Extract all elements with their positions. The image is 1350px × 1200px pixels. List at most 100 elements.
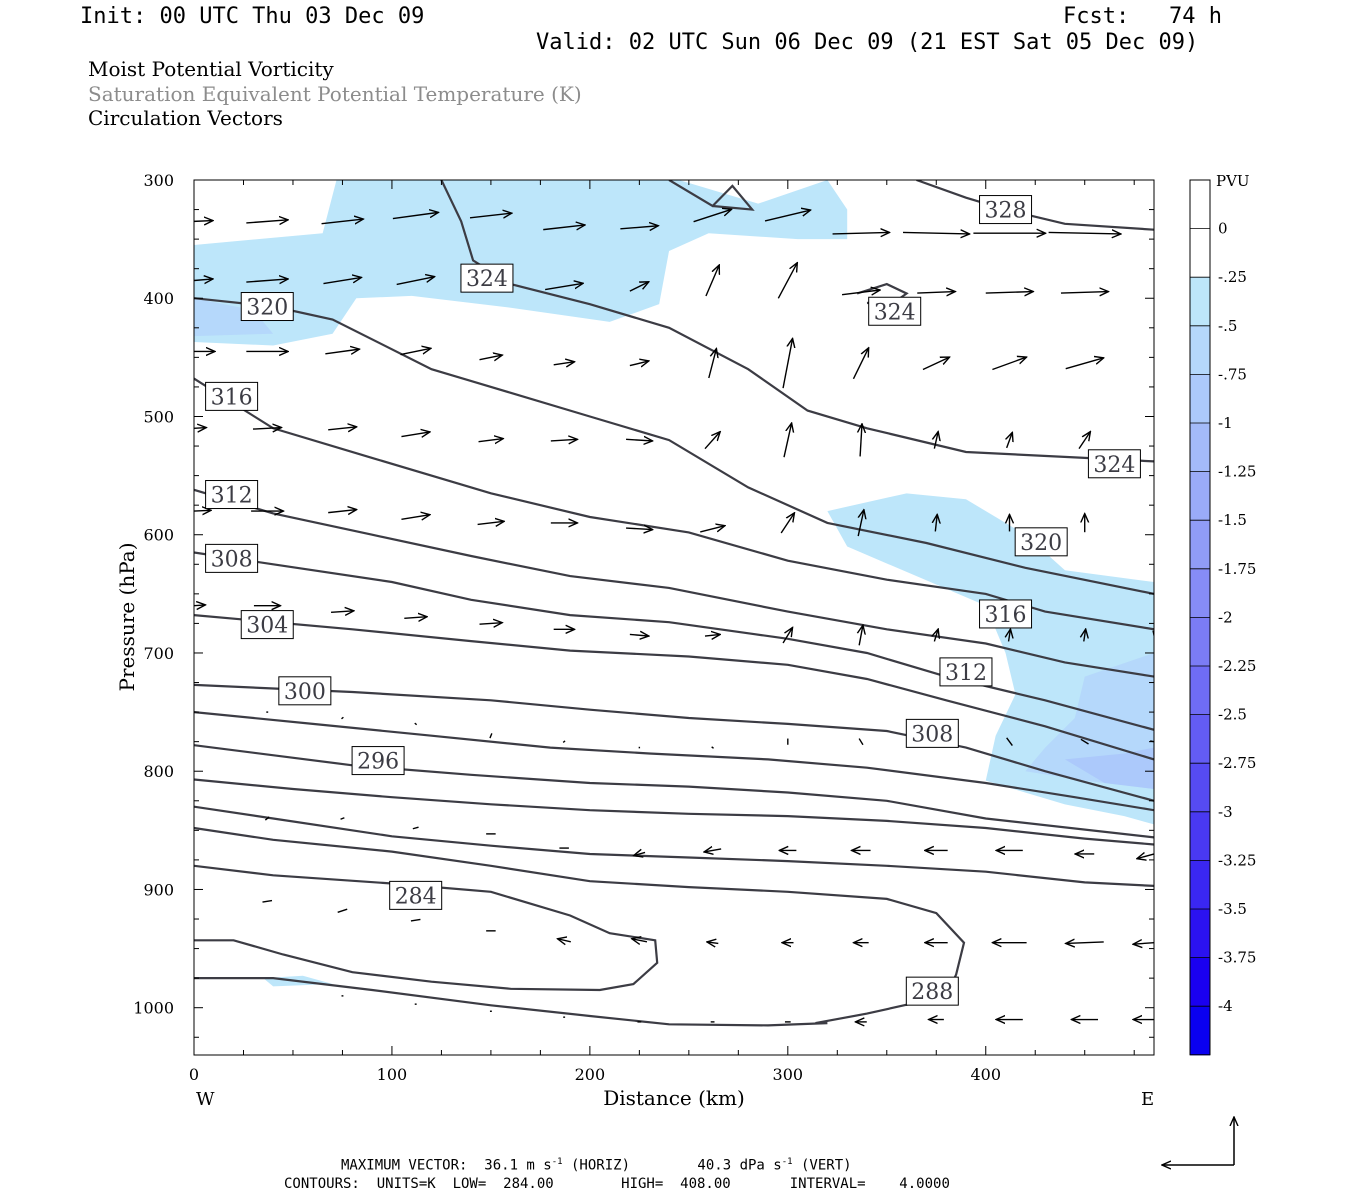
- contour-label-text: 316: [211, 385, 253, 410]
- circulation-vector: [246, 279, 288, 282]
- contour-label: 324: [1087, 449, 1141, 479]
- colorbar-swatch: [1190, 568, 1210, 618]
- circulation-vector: [634, 852, 646, 855]
- circulation-vector: [1066, 942, 1104, 944]
- contour-label-box: [351, 746, 405, 776]
- x-tick-label: 300: [773, 1065, 804, 1084]
- circulation-vector: [194, 279, 213, 282]
- circulation-vector: [903, 232, 970, 234]
- contour-label-box: [905, 718, 959, 748]
- colorbar-swatch: [1190, 763, 1210, 813]
- colorbar-swatch: [1190, 617, 1210, 667]
- contour-300-7: [194, 683, 1154, 802]
- circulation-vector: [632, 939, 648, 942]
- circulation-vector: [1006, 737, 1013, 746]
- circulation-vector: [469, 213, 512, 218]
- init-time: Init: 00 UTC Thu 03 Dec 09: [80, 4, 425, 29]
- circulation-vector: [1133, 941, 1154, 944]
- circulation-vector: [414, 722, 418, 726]
- contour-label-box: [979, 599, 1033, 629]
- colorbar-swatch: [1190, 909, 1210, 959]
- circulation-vector: [1065, 358, 1104, 370]
- circulation-vector: [194, 510, 211, 512]
- colorbar-title: PVU: [1216, 172, 1250, 190]
- circulation-vector: [777, 263, 797, 299]
- circulation-vector: [396, 277, 435, 286]
- y-tick-label: 1000: [133, 999, 174, 1018]
- circulation-vector: [400, 348, 430, 356]
- circulation-vector: [340, 817, 345, 820]
- contour-label: 308: [905, 718, 959, 748]
- contours-line: CONTOURS: UNITS=K LOW= 284.00 HIGH= 408.…: [284, 1176, 950, 1192]
- contour-label-box: [460, 263, 514, 293]
- circulation-vector: [194, 605, 206, 607]
- contour-unlabeled-4: [194, 778, 1154, 846]
- max-vector-line: MAXIMUM VECTOR: 36.1 m s-1 (HORIZ) 40.3 …: [341, 1157, 852, 1174]
- contour-label-text: 320: [246, 296, 288, 321]
- circulation-vector: [620, 226, 658, 229]
- y-axis-label: Pressure (hPa): [115, 543, 139, 692]
- colorbar-level-label: -.5: [1218, 317, 1237, 335]
- circulation-vector: [764, 210, 811, 222]
- contour-label: 312: [205, 480, 259, 510]
- contour-label: 312: [939, 657, 993, 687]
- contour-label: 328: [979, 195, 1033, 225]
- circulation-vector: [852, 348, 868, 380]
- x-tick-label: 200: [575, 1065, 606, 1084]
- contour-labels: 320 324 324 328 324 316 312 320 308 316 304 312 300 3…: [205, 195, 1141, 1006]
- circulation-vector: [704, 432, 720, 450]
- contour-label: 320: [240, 292, 294, 322]
- colorbar-swatch: [1190, 277, 1210, 327]
- colorbar-level-label: -2.5: [1218, 706, 1247, 724]
- contour-320-12: [194, 297, 1154, 595]
- contour-label-text: 312: [945, 661, 987, 686]
- colorbar-level-label: -2.25: [1218, 657, 1256, 675]
- circulation-vector: [412, 826, 419, 830]
- circulation-vector: [1137, 849, 1154, 858]
- circulation-vector: [404, 617, 427, 619]
- circulation-vector: [985, 292, 1034, 294]
- contour-label: 304: [240, 610, 294, 640]
- max-vector-prefix: MAXIMUM VECTOR: 36.1 m s: [341, 1157, 552, 1174]
- contour-label-text: 328: [985, 199, 1027, 224]
- colorbar-level-label: -3.25: [1218, 851, 1256, 869]
- exponent-horiz: -1: [551, 1157, 563, 1167]
- circulation-vector: [331, 611, 354, 613]
- contour-label-box: [278, 676, 332, 706]
- x-tick-label: 400: [970, 1065, 1001, 1084]
- circulation-vector: [693, 209, 732, 223]
- contour-label: 288: [905, 976, 959, 1006]
- circulation-vector: [246, 220, 288, 223]
- colorbar-level-label: -1.25: [1218, 463, 1256, 481]
- circulation-vector: [264, 816, 270, 821]
- circulation-vector: [992, 357, 1026, 371]
- circulation-vector: [832, 232, 890, 234]
- circulation-vector: [1048, 232, 1121, 234]
- colorbar-swatch: [1190, 423, 1210, 473]
- colorbar-level-label: -1.5: [1218, 511, 1247, 529]
- circulation-vector: [553, 362, 575, 365]
- circulation-vector: [337, 908, 348, 913]
- colorbar-swatch: [1190, 811, 1210, 861]
- contour-288-2: [194, 826, 966, 1025]
- reference-vector-icon: [1162, 1117, 1234, 1165]
- contour-328-15: [916, 180, 1154, 231]
- contour-label-box: [939, 657, 993, 687]
- circulation-vector: [262, 899, 273, 903]
- circulation-vector: [783, 423, 792, 458]
- y-tick-label: 700: [143, 644, 174, 663]
- pv-region-1: [194, 298, 274, 337]
- contour-label: 284: [389, 880, 443, 910]
- y-tick-label: 500: [143, 407, 174, 426]
- contour-label: 324: [460, 263, 514, 293]
- max-vector-mid: (HORIZ) 40.3 dPa s: [562, 1157, 782, 1174]
- circulation-vector: [545, 283, 583, 291]
- circulation-vector: [922, 357, 950, 371]
- contour-label: 316: [979, 599, 1033, 629]
- title-vectors: Circulation Vectors: [88, 106, 283, 130]
- contour-324-13: [440, 180, 1154, 463]
- y-tick-label: 400: [143, 289, 174, 308]
- circulation-vector: [707, 942, 719, 944]
- contour-label-text: 316: [985, 603, 1027, 628]
- exponent-vert: -1: [781, 1157, 793, 1167]
